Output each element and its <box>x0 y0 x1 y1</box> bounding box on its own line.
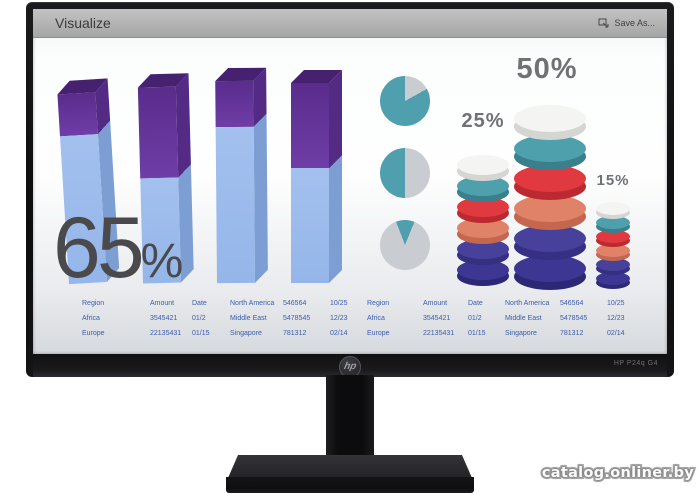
data-table-right: Region Amount Date North America 546564 10/25… <box>354 296 647 341</box>
stack-disc <box>514 165 586 192</box>
stack-disc <box>596 202 630 215</box>
monitor-stand <box>326 375 374 459</box>
stack-disc <box>514 135 586 162</box>
bar-side-face <box>253 67 268 283</box>
bar-lower-segment <box>215 126 255 284</box>
table-cell: 02/14 <box>607 330 625 337</box>
table-cell: Singapore <box>230 330 262 337</box>
bar-upper-segment <box>137 86 179 179</box>
pie-chart <box>380 148 430 198</box>
stack-disc <box>457 218 509 238</box>
watermark: catalog.onliner.by <box>540 463 696 483</box>
table-cell: 12/23 <box>607 315 625 322</box>
table-cell: Amount <box>150 300 175 307</box>
table-cell: 546564 <box>560 300 584 307</box>
stack-disc <box>596 216 630 229</box>
table-cell: 5478545 <box>560 315 588 322</box>
stack-disc <box>514 255 586 282</box>
table-cell: 10/25 <box>607 300 625 307</box>
table-cell: 10/25 <box>330 300 348 307</box>
table-cell: 02/14 <box>330 330 348 337</box>
stack-label-15: 15% <box>596 172 630 189</box>
stack-disc <box>596 272 630 285</box>
bar-front-face <box>291 83 329 283</box>
bar-column <box>291 70 342 283</box>
pie-chart <box>380 220 430 270</box>
stack-disc <box>596 230 630 243</box>
app-title: Visualize <box>55 15 111 31</box>
monitor-model-label: HP P24q G4 <box>613 360 658 367</box>
bar-side-face <box>329 70 342 283</box>
stack-disc <box>457 176 509 196</box>
table-cell: Amount <box>423 300 448 307</box>
table-cell: 01/2 <box>468 315 482 322</box>
table-cell: 01/2 <box>192 315 206 322</box>
stack-disc <box>457 239 509 259</box>
data-table-left: Region Amount Date North America 546564 10/25… <box>69 296 370 341</box>
screen: Visualize Save As... 65% 25% 50% 15% R <box>33 9 667 354</box>
dashboard-content: 65% 25% 50% 15% Region Amount Date North Am… <box>33 9 667 354</box>
monitor-base-top <box>228 455 472 478</box>
table-cell: Singapore <box>505 330 537 337</box>
table-cell: Region <box>367 300 390 307</box>
bar-column <box>215 67 268 284</box>
table-cell: 781312 <box>560 330 584 337</box>
stack-disc <box>596 244 630 257</box>
table-cell: Date <box>468 300 483 307</box>
table-cell: North America <box>230 300 275 307</box>
bar-upper-segment <box>57 92 98 137</box>
bar-upper-segment <box>291 83 329 168</box>
table-cell: North America <box>505 300 550 307</box>
annotation-unit: % <box>140 235 184 288</box>
save-as-button[interactable]: Save As... <box>598 18 667 28</box>
table-cell: Europe <box>367 330 390 337</box>
stack-disc <box>457 260 509 280</box>
table-cell: 22135431 <box>423 330 455 337</box>
table-cell: 01/15 <box>468 330 486 337</box>
app-header: Visualize Save As... <box>33 9 667 38</box>
stack-label-25: 25% <box>461 110 505 132</box>
monitor-base-front <box>226 477 474 493</box>
monitor-bezel: hp HP P24q G4 <box>33 354 667 378</box>
table-cell: 5478545 <box>283 315 311 322</box>
table-cell: Date <box>192 300 207 307</box>
stack-disc <box>457 197 509 217</box>
table-cell: Africa <box>82 315 100 322</box>
table-cell: Middle East <box>230 315 267 322</box>
bar-chart-annotation: 65% <box>53 205 183 291</box>
table-cell: 3545421 <box>423 315 451 322</box>
stack-disc <box>514 225 586 252</box>
hp-logo-text: hp <box>342 361 358 372</box>
pie-chart <box>380 76 430 126</box>
stack-label-50: 50% <box>516 53 578 85</box>
monitor: Visualize Save As... 65% 25% 50% 15% R <box>26 2 674 378</box>
table-cell: 12/23 <box>330 315 348 322</box>
table-cell: 781312 <box>283 330 307 337</box>
annotation-value: 65 <box>53 200 145 296</box>
stack-disc <box>514 105 586 132</box>
table-cell: 22135431 <box>150 330 182 337</box>
table-cell: 3545421 <box>150 315 178 322</box>
table-cell: 01/15 <box>192 330 210 337</box>
bar-upper-segment <box>215 80 254 128</box>
stack-disc <box>457 155 509 175</box>
save-as-icon <box>598 18 609 28</box>
table-cell: 546564 <box>283 300 307 307</box>
save-as-label: Save As... <box>614 18 655 28</box>
stack-disc <box>514 195 586 222</box>
table-cell: Middle East <box>505 315 542 322</box>
table-cell: Region <box>82 300 105 307</box>
table-cell: Africa <box>367 315 385 322</box>
bar-lower-segment <box>291 168 329 283</box>
table-cell: Europe <box>82 330 105 337</box>
watermark-text: catalog.onliner.by <box>540 463 696 483</box>
bar-front-face <box>215 80 255 284</box>
stack-disc <box>596 258 630 271</box>
